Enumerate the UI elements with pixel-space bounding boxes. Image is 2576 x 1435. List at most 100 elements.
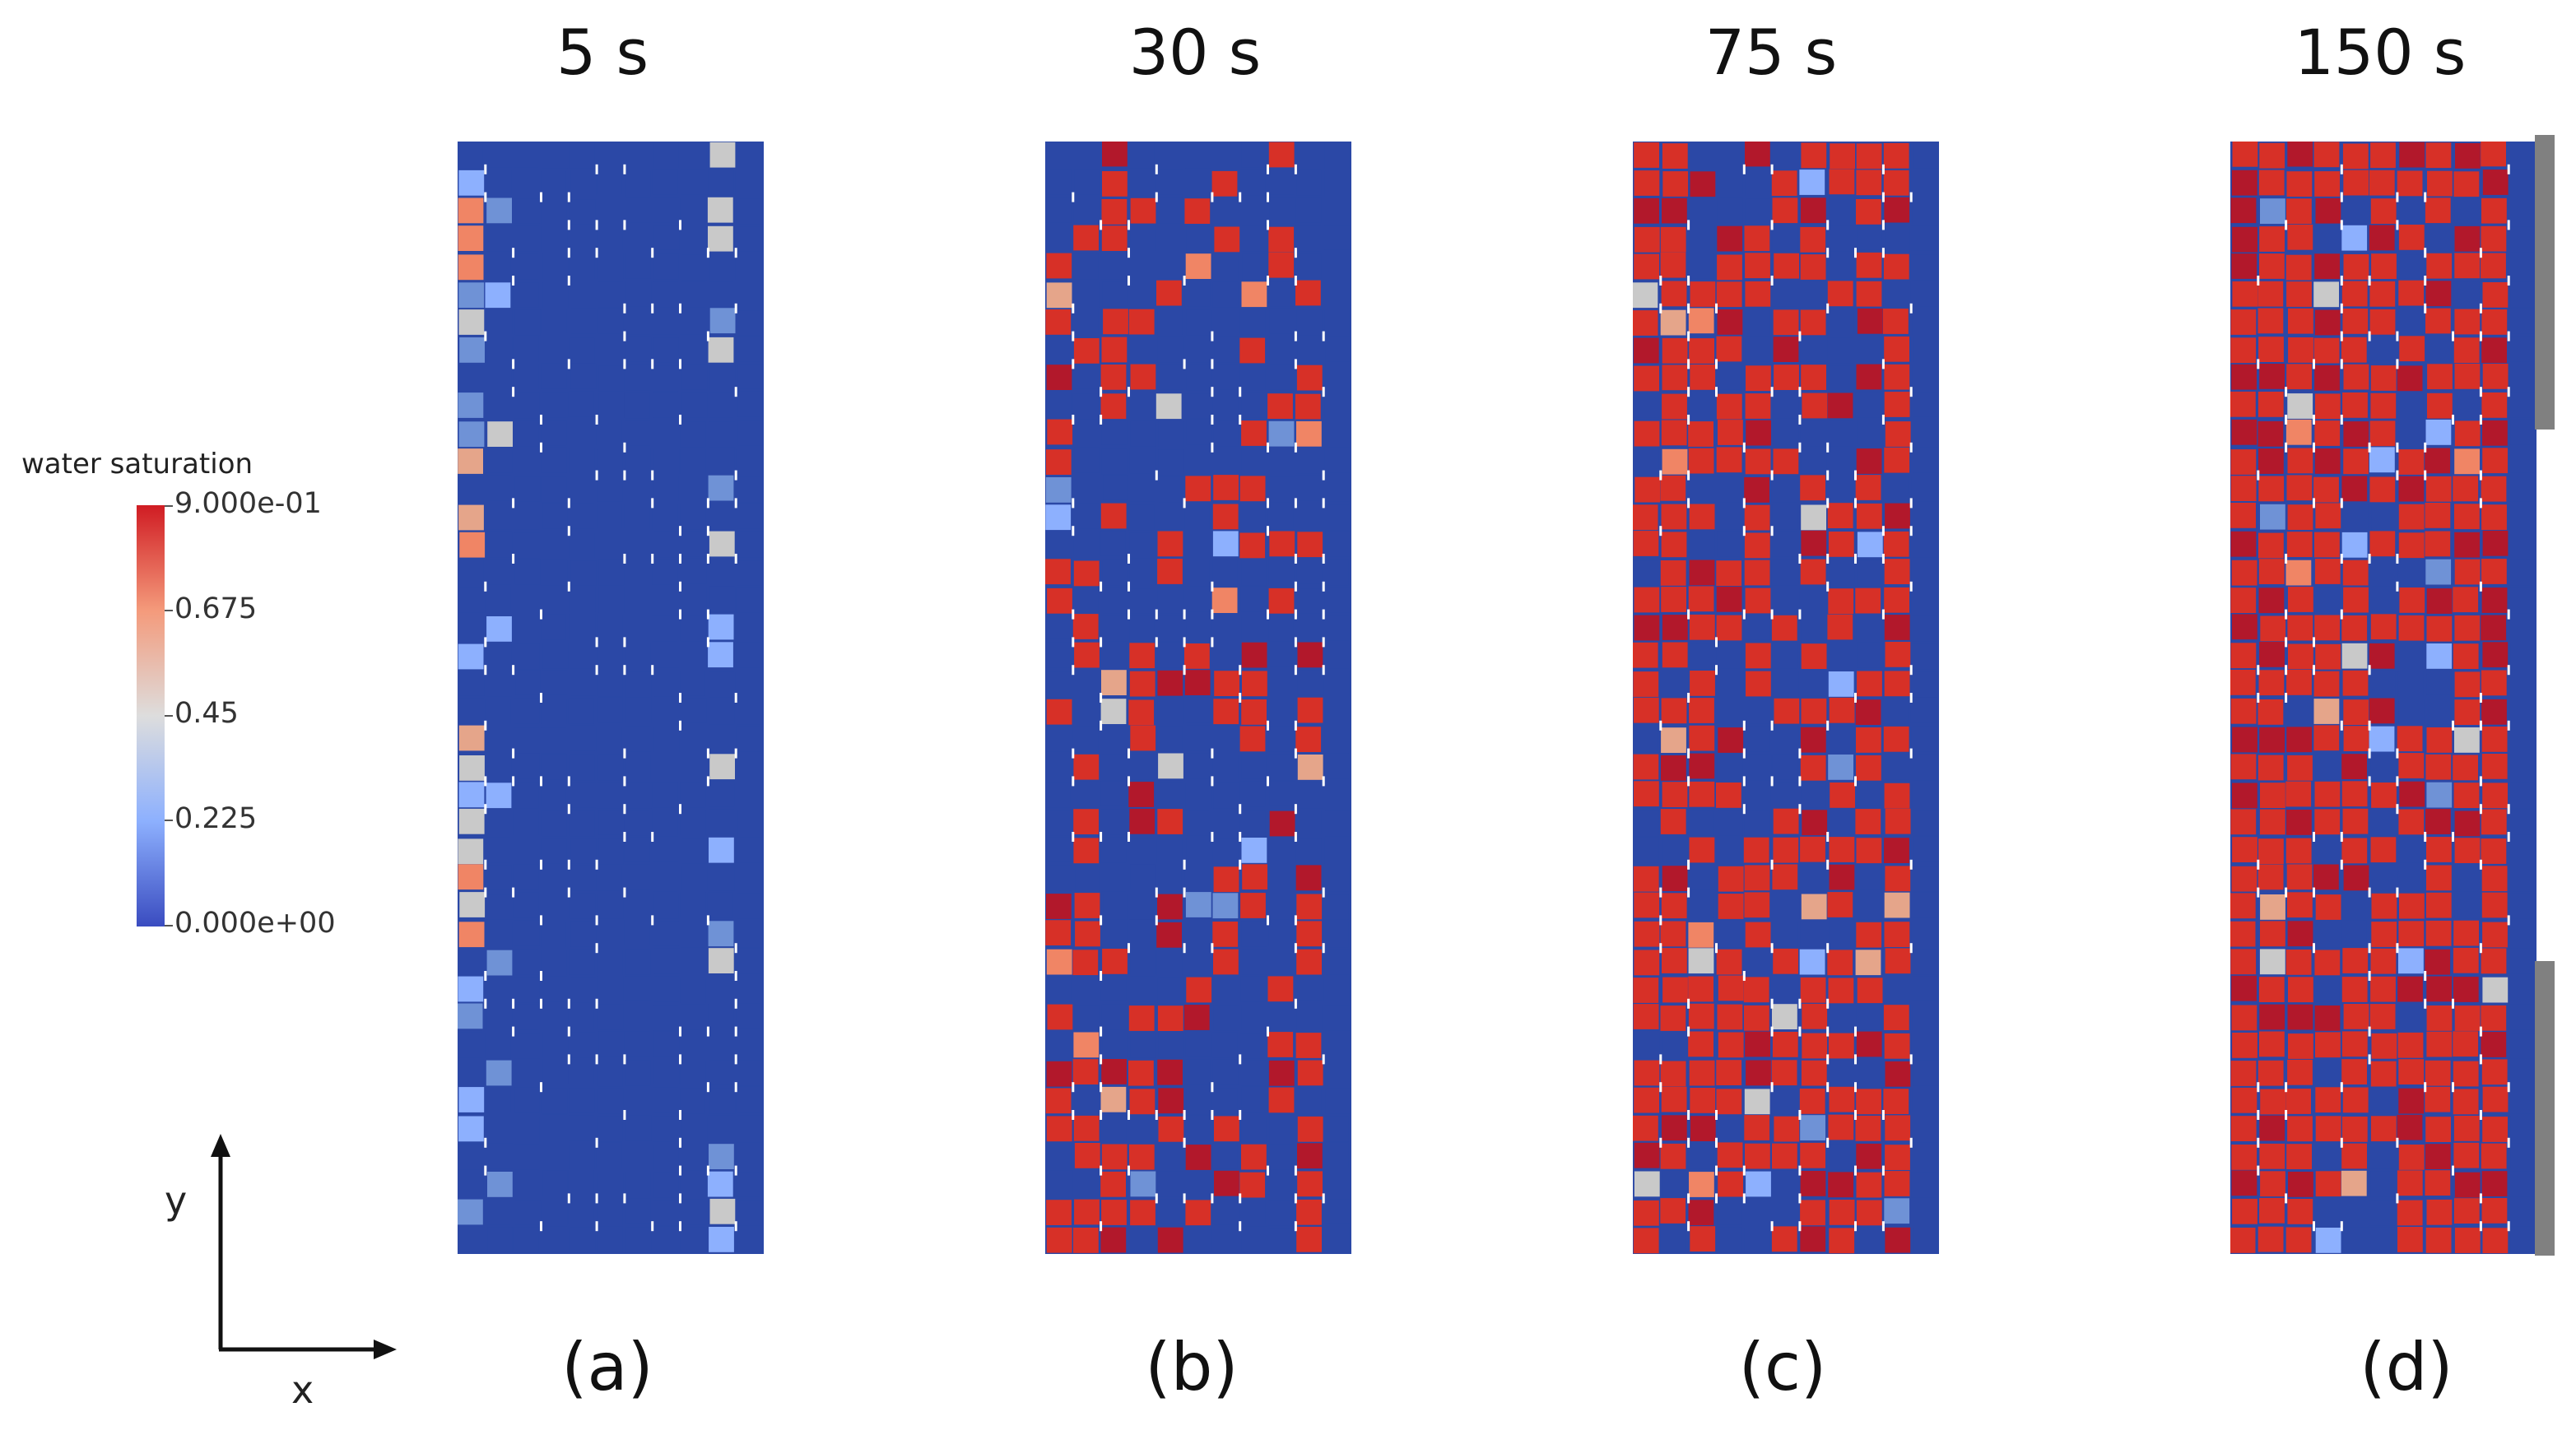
pore-cell xyxy=(2481,559,2507,584)
pore-cell xyxy=(2425,281,2452,307)
pore-cell xyxy=(2260,1089,2285,1115)
pore-cell xyxy=(2399,254,2425,281)
throat-mark xyxy=(1294,359,1297,369)
throat-mark xyxy=(1909,693,1913,703)
pore-cell xyxy=(1829,225,1855,252)
throat-mark xyxy=(1267,498,1269,509)
pore-cell xyxy=(1214,1116,1239,1142)
pore-cell xyxy=(598,894,624,919)
pore-cell xyxy=(541,699,567,724)
throat-mark xyxy=(1909,581,1913,592)
pore-cell xyxy=(598,560,625,586)
pore-cell xyxy=(598,365,625,392)
pore-cell xyxy=(1185,1200,1211,1226)
pore-cell xyxy=(485,1199,511,1225)
pore-cell xyxy=(1912,1005,1938,1031)
pore-cell xyxy=(2315,1032,2341,1058)
pore-cell xyxy=(1885,1115,1911,1141)
pore-cell xyxy=(598,253,624,279)
throat-mark xyxy=(1687,609,1690,620)
throat-mark xyxy=(734,248,737,258)
pore-cell xyxy=(2285,419,2312,445)
pore-cell xyxy=(1212,1143,1238,1169)
pore-cell xyxy=(1046,1116,1072,1142)
pore-cell xyxy=(1100,1227,1127,1253)
pore-cell xyxy=(570,1032,596,1058)
pore-cell xyxy=(625,1004,651,1030)
pore-cell xyxy=(2288,1172,2313,1197)
throat-mark xyxy=(1715,1165,1718,1176)
throat-mark xyxy=(1909,526,1913,536)
pore-cell xyxy=(2341,643,2368,669)
pore-cell xyxy=(1688,448,1714,474)
pore-cell xyxy=(1183,337,1210,363)
pore-cell xyxy=(569,949,595,975)
throat-mark xyxy=(2452,998,2454,1009)
pore-cell xyxy=(2508,783,2534,809)
pore-cell xyxy=(541,950,567,976)
pore-cell xyxy=(1047,419,1073,445)
pore-cell xyxy=(1158,169,1183,195)
throat-mark xyxy=(595,915,598,926)
pore-cell xyxy=(1884,364,1910,390)
throat-mark xyxy=(1128,554,1130,564)
pore-cell xyxy=(1157,894,1183,920)
panel-label-c: (c) xyxy=(1738,1329,1827,1405)
pore-cell xyxy=(1295,1088,1322,1114)
pore-cell xyxy=(1297,1060,1323,1086)
pore-cell xyxy=(458,782,485,808)
pore-cell xyxy=(2481,866,2508,892)
pore-cell xyxy=(2314,559,2341,584)
pore-cell xyxy=(1662,1032,1688,1057)
throat-mark xyxy=(2257,665,2260,676)
pore-cell xyxy=(486,447,513,473)
pore-cell xyxy=(1242,225,1267,252)
pore-cell xyxy=(708,642,733,668)
throat-mark xyxy=(1687,887,1690,898)
pore-cell xyxy=(681,1031,706,1057)
pore-cell xyxy=(2399,142,2425,168)
throat-mark xyxy=(1100,915,1103,926)
pore-cell xyxy=(1885,808,1911,834)
pore-cell xyxy=(1772,864,1798,890)
pore-cell xyxy=(1800,1200,1825,1226)
throat-mark xyxy=(1072,609,1075,620)
pore-cell xyxy=(2509,699,2536,725)
pore-cell xyxy=(1100,809,1127,835)
pore-cell xyxy=(624,503,650,529)
pore-cell xyxy=(1268,1144,1294,1170)
pore-cell xyxy=(597,950,623,976)
pore-cell xyxy=(1773,948,1798,974)
throat-mark xyxy=(2313,1221,2315,1232)
pore-cell xyxy=(1912,1087,1938,1113)
pore-cell xyxy=(458,698,485,724)
pore-cell xyxy=(1268,726,1295,752)
throat-mark xyxy=(1239,387,1242,397)
throat-mark xyxy=(512,387,515,397)
pore-cell xyxy=(1911,588,1937,614)
throat-mark xyxy=(2340,498,2343,509)
throat-mark xyxy=(2507,331,2510,341)
pore-cell xyxy=(2313,337,2340,364)
throat-mark xyxy=(623,776,626,787)
pore-cell xyxy=(2453,1061,2479,1087)
throat-mark xyxy=(1659,915,1662,926)
pore-cell xyxy=(458,282,485,309)
throat-mark xyxy=(2368,665,2371,676)
throat-mark xyxy=(540,415,542,425)
pore-cell xyxy=(2398,698,2425,724)
pore-cell xyxy=(1325,280,1351,306)
pore-cell xyxy=(1633,449,1659,475)
pore-cell xyxy=(1324,392,1351,418)
pore-cell xyxy=(1800,1171,1826,1196)
pore-cell xyxy=(2288,1033,2313,1059)
pore-cell xyxy=(1297,1116,1323,1142)
pore-cell xyxy=(1744,477,1769,503)
pore-cell xyxy=(597,449,623,475)
pore-cell xyxy=(1688,421,1713,447)
pore-cell xyxy=(1157,978,1183,1004)
throat-mark xyxy=(1072,1110,1075,1120)
pore-cell xyxy=(1688,922,1714,948)
pore-cell xyxy=(1856,922,1882,948)
throat-mark xyxy=(1211,415,1214,425)
